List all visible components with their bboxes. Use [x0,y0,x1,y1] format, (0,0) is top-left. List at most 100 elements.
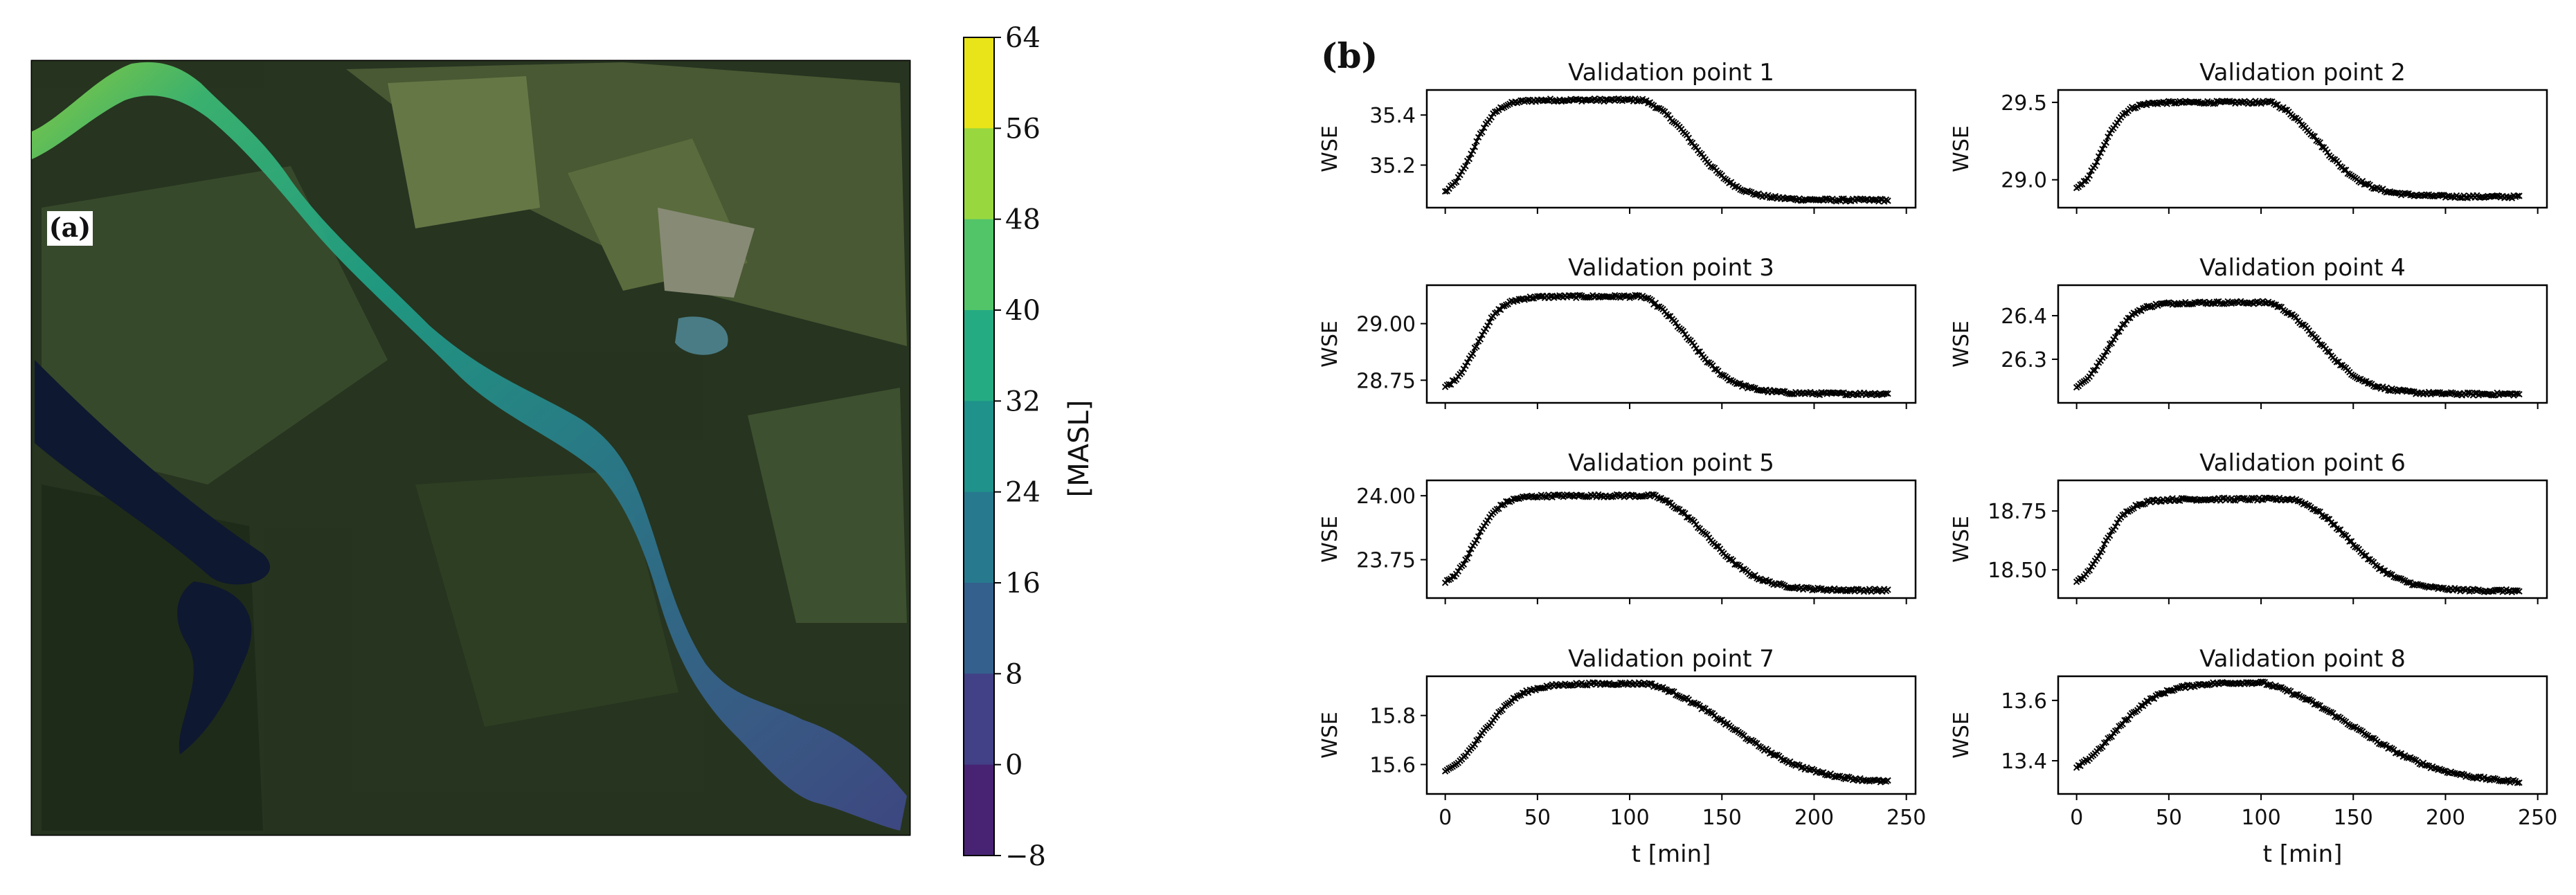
subplot-ylabel: WSE [1318,125,1342,172]
subplot-title: Validation point 2 [2199,59,2406,87]
colorbar-tick-label: 0 [1005,750,1023,781]
panel-a-label-box [47,211,93,246]
colorbar-tick-label: 16 [1005,568,1041,599]
wse-series-markers [1441,491,1891,595]
y-tick-label: 13.6 [2001,689,2047,714]
subplot-frame [2057,284,2548,404]
subplot-frame [2057,89,2548,209]
subplot-ylabel: WSE [1318,712,1342,759]
panel-b-label: (b) [1321,35,1378,76]
x-tick-label: 100 [1610,806,1649,830]
validation-subplot: Validation point 3 WSE 29.00 28.75 [1318,254,1917,409]
y-tick-label: 23.75 [1356,549,1416,573]
x-tick-label: 250 [1886,806,1926,830]
colorbar-tick-label: 64 [1005,22,1041,54]
river-elevation-overlay [32,62,907,831]
y-tick-label: 29.0 [2001,169,2047,193]
lake-water-south [177,581,252,754]
subplot-frame [1425,89,1917,209]
y-tick-label: 15.6 [1369,754,1416,778]
y-tick-label: 35.4 [1369,104,1416,128]
colorbar: 64 56 48 40 32 24 16 8 0 −8 [963,22,1046,872]
colorbar-segment [964,219,994,311]
validation-subplot: Validation point 1 WSE 35.4 35.2 [1318,59,1917,214]
wse-series-line [1444,680,1889,784]
y-tick-label: 35.2 [1369,154,1416,179]
subplot-title: Validation point 6 [2199,449,2406,477]
x-tick-label: 50 [2156,806,2182,830]
colorbar-tick-label: 48 [1005,204,1041,236]
x-tick-label: 200 [2426,806,2465,830]
wse-series-line [1444,493,1889,593]
subplot-ylabel: WSE [1318,516,1342,563]
colorbar-segment [964,583,994,674]
validation-subplot: Validation point 8 WSE 13.6 13.4 0 50 100 150 20… [1949,645,2557,868]
lake-water [35,360,271,585]
subplot-title: Validation point 3 [1568,254,1774,282]
wse-series-markers [1441,291,1891,399]
wse-series-markers [2073,494,2523,596]
wse-series-markers [2073,98,2523,201]
y-tick-label: 29.5 [2001,91,2047,116]
subplot-xlabel: t [min] [1632,840,1711,868]
x-tick-label: 150 [2334,806,2373,830]
x-tick-label: 0 [1439,806,1452,830]
subplot-ylabel: WSE [1949,125,1974,172]
y-tick-label: 28.75 [1356,369,1416,393]
x-tick-label: 50 [1524,806,1551,830]
subplot-title: Validation point 1 [1568,59,1774,87]
colorbar-tick-label: 32 [1005,386,1041,417]
wse-series-line [2075,496,2520,594]
x-tick-label: 200 [1794,806,1834,830]
colorbar-tick-label: 56 [1005,113,1041,145]
colorbar-segment [964,491,994,584]
terrain-fields [32,61,910,835]
colorbar-tick-label: 24 [1005,477,1041,509]
colorbar-segment [964,764,994,856]
subplot-ylabel: WSE [1949,712,1974,759]
y-tick-label: 26.3 [2001,348,2047,372]
x-tick-label: 100 [2241,806,2280,830]
y-tick-label: 24.00 [1356,485,1416,509]
subplot-title: Validation point 8 [2199,645,2406,673]
subplot-ylabel: WSE [1949,516,1974,563]
subplot-frame [1425,675,1917,795]
map-panel: (a) [30,60,911,836]
subplot-frame [2057,479,2548,599]
subplot-frame [1425,284,1917,404]
colorbar-segment [964,673,994,766]
validation-subplot: Validation point 2 WSE 29.5 29.0 [1949,59,2548,214]
subplot-title: Validation point 4 [2199,254,2406,282]
wse-series-markers [1441,679,1891,786]
validation-subplot: Validation point 6 WSE 18.75 18.50 [1949,449,2548,604]
y-tick-label: 18.75 [1988,500,2047,524]
validation-subplot: Validation point 5 WSE 24.00 23.75 [1318,449,1917,604]
subplot-frame [2057,675,2548,795]
colorbar-segment [964,128,994,220]
wse-series-markers [2073,298,2523,399]
x-tick-label: 150 [1702,806,1742,830]
y-tick-label: 29.00 [1356,313,1416,337]
subplot-ylabel: WSE [1318,320,1342,368]
colorbar-frame [963,37,995,856]
subplot-xlabel: t [min] [2263,840,2343,868]
subplot-title: Validation point 7 [1568,645,1774,673]
y-tick-label: 15.8 [1369,705,1416,729]
panel-a-label: (a) [49,212,91,243]
y-tick-label: 26.4 [2001,305,2047,329]
y-tick-label: 13.4 [2001,750,2047,774]
validation-subplot: Validation point 7 WSE 15.8 15.6 0 50 100 150 20… [1318,645,1926,868]
x-tick-label: 250 [2518,806,2557,830]
y-tick-label: 18.50 [1988,559,2047,583]
x-tick-label: 0 [2070,806,2083,830]
subplot-title: Validation point 5 [1568,449,1774,477]
subplot-ylabel: WSE [1949,320,1974,368]
colorbar-segment [964,310,994,401]
wse-series-markers [2073,678,2523,786]
colorbar-tick-label: −8 [1005,840,1046,872]
validation-subplot: Validation point 4 WSE 26.4 26.3 [1949,254,2548,409]
colorbar-segment [964,401,994,493]
validation-charts: Validation point 1WSE35.435.2Validation … [1318,59,2557,868]
colorbar-label: [MASL] [1063,400,1095,498]
